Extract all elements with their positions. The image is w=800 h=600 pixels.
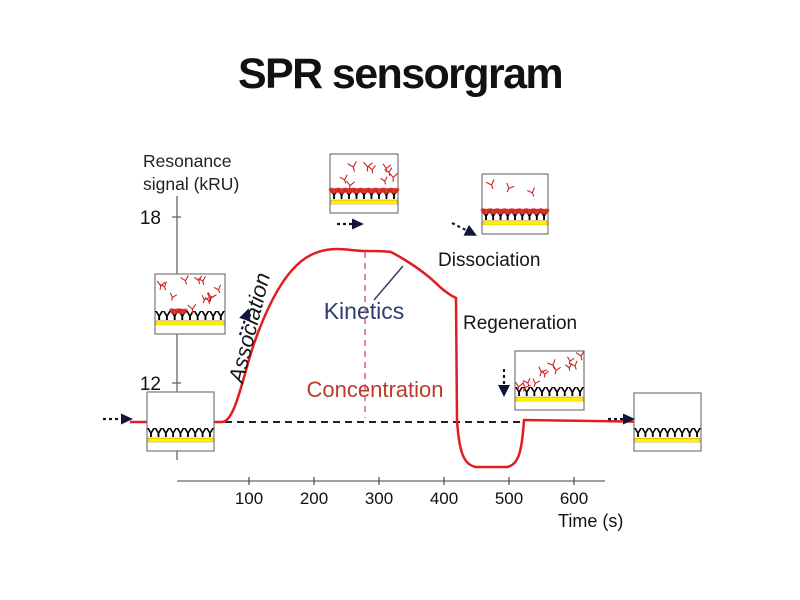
- svg-text:Dissociation: Dissociation: [438, 250, 540, 271]
- svg-text:Y: Y: [216, 308, 225, 323]
- svg-text:Y: Y: [576, 384, 585, 399]
- svg-text:Concentration: Concentration: [307, 377, 444, 402]
- svg-text:300: 300: [365, 489, 393, 508]
- svg-text:Y: Y: [693, 425, 702, 440]
- svg-text:18: 18: [140, 208, 161, 229]
- svg-text:Time (s): Time (s): [558, 511, 623, 531]
- svg-text:Kinetics: Kinetics: [324, 298, 405, 324]
- svg-text:Y: Y: [206, 425, 215, 440]
- svg-text:200: 200: [300, 489, 328, 508]
- svg-text:100: 100: [235, 489, 263, 508]
- svg-text:600: 600: [560, 489, 588, 508]
- svg-text:Resonance: Resonance: [143, 151, 232, 171]
- svg-text:signal (kRU): signal (kRU): [143, 174, 239, 194]
- svg-text:500: 500: [495, 489, 523, 508]
- svg-text:Association: Association: [223, 270, 275, 387]
- svg-text:Regeneration: Regeneration: [463, 313, 577, 334]
- svg-text:400: 400: [430, 489, 458, 508]
